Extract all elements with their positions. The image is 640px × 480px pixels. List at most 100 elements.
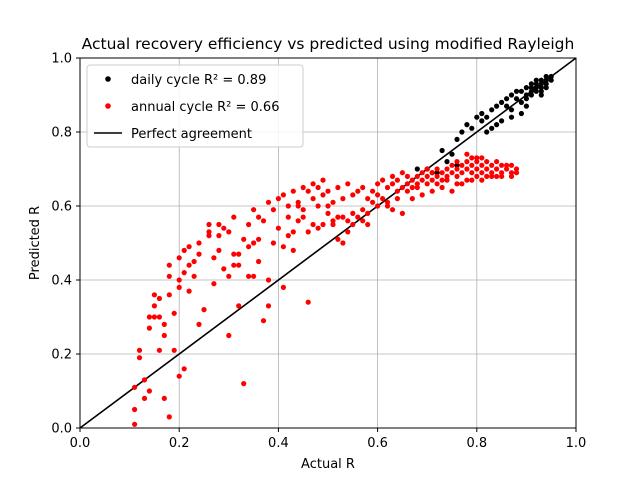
annual-cycle-point	[340, 196, 346, 202]
daily-cycle-point	[533, 88, 539, 94]
daily-cycle-point	[499, 118, 505, 124]
annual-cycle-point	[136, 355, 143, 361]
daily-cycle-point	[533, 81, 539, 87]
annual-cycle-point	[464, 151, 470, 157]
annual-cycle-point	[474, 173, 480, 179]
annual-cycle-point	[166, 414, 172, 420]
annual-cycle-point	[310, 181, 316, 187]
daily-cycle-point	[538, 81, 544, 87]
daily-cycle-point	[508, 114, 515, 120]
annual-cycle-point	[330, 221, 336, 228]
annual-cycle-point	[389, 207, 396, 213]
annual-cycle-point	[489, 162, 495, 168]
annual-cycle-point	[399, 184, 405, 191]
annual-cycle-point	[365, 221, 371, 228]
daily-cycle-point	[444, 159, 450, 165]
x-tick-label: 1.0	[566, 436, 587, 451]
annual-cycle-point	[300, 214, 306, 220]
daily-cycle-point	[538, 88, 544, 94]
annual-cycle-point	[370, 188, 376, 194]
annual-cycle-point	[340, 214, 346, 220]
annual-cycle-point	[151, 292, 157, 298]
y-tick-label: 0.8	[51, 126, 72, 141]
annual-cycle-point	[216, 233, 222, 239]
annual-cycle-point	[305, 188, 311, 194]
perfect-agreement-line	[79, 57, 577, 429]
annual-cycle-point	[454, 166, 460, 172]
x-tick-label: 0.8	[466, 436, 487, 451]
annual-cycle-point	[280, 284, 286, 290]
annual-cycle-point	[191, 273, 197, 279]
annual-cycle-point	[429, 170, 435, 176]
annual-cycle-point	[186, 288, 192, 294]
annual-cycle-point	[484, 159, 490, 165]
axis-ticks: 0.0 0.2 0.4 0.6 0.8 1.0 0.0 0.2 0.4 0.6 0.8 1.0	[51, 52, 586, 452]
annual-cycle-point	[270, 240, 276, 246]
daily-cycle-point	[548, 73, 554, 80]
annual-cycle-point	[241, 381, 247, 387]
annual-cycle-point	[499, 162, 505, 168]
daily-cycle-point	[484, 114, 490, 120]
annual-cycle-point	[494, 166, 500, 172]
annual-cycle-point	[409, 196, 415, 202]
legend-marker-daily	[105, 76, 111, 82]
annual-cycle-point	[335, 236, 341, 242]
annual-cycle-point	[394, 196, 400, 202]
annual-cycle-point	[404, 188, 410, 194]
annual-cycle-point	[469, 162, 475, 168]
annual-cycle-point	[146, 325, 152, 331]
y-axis-label: Predicted R	[28, 206, 43, 280]
annual-cycle-point	[141, 377, 148, 383]
annual-cycle-point	[236, 262, 242, 268]
annual-cycle-point	[315, 225, 321, 231]
legend-label-perfect: Perfect agreement	[131, 127, 252, 142]
annual-cycle-point	[424, 181, 430, 187]
annual-cycle-point	[132, 406, 138, 413]
annual-cycle-point	[325, 210, 331, 216]
annual-cycle-point	[246, 244, 252, 250]
annual-cycle-point	[176, 277, 182, 283]
annual-cycle-point	[171, 310, 177, 316]
daily-cycle-point	[454, 136, 460, 142]
annual-cycle-point	[389, 181, 396, 187]
annual-cycle-point	[499, 170, 505, 176]
annual-cycle-point	[256, 214, 262, 220]
annual-cycle-point	[231, 214, 237, 220]
annual-cycle-point	[196, 240, 202, 246]
annual-cycle-point	[414, 173, 420, 179]
annual-cycle-point	[206, 221, 212, 228]
daily-cycle-point	[479, 110, 485, 117]
annual-cycle-point	[469, 155, 475, 161]
annual-cycle-point	[156, 314, 162, 320]
annual-cycle-point	[513, 170, 520, 176]
annual-cycle-point	[166, 262, 172, 268]
daily-cycle-point	[533, 85, 539, 91]
daily-cycle-point	[538, 77, 544, 83]
annual-cycle-point	[504, 162, 510, 168]
annual-cycle-point	[280, 192, 286, 198]
annual-cycle-point	[231, 251, 237, 257]
annual-cycle-point	[241, 236, 247, 242]
annual-cycle-point	[355, 214, 361, 220]
annual-cycle-point	[345, 218, 351, 224]
annual-cycle-point	[176, 373, 182, 379]
annual-cycle-point	[201, 307, 207, 313]
annual-cycle-point	[479, 170, 485, 176]
annual-cycle-point	[365, 196, 371, 202]
annual-cycle-point	[424, 173, 430, 179]
annual-cycle-point	[236, 303, 242, 309]
annual-cycle-point	[256, 236, 262, 242]
annual-cycle-point	[260, 318, 267, 324]
annual-cycle-point	[181, 247, 187, 253]
daily-cycle-point	[489, 107, 495, 113]
annual-cycle-point	[345, 181, 351, 187]
daily-cycle-point	[474, 114, 480, 120]
annual-cycle-point	[513, 166, 520, 172]
annual-cycle-point	[504, 166, 510, 172]
annual-cycle-point	[429, 177, 435, 183]
annual-cycle-point	[464, 159, 470, 165]
daily-cycle-point	[499, 99, 505, 105]
annual-cycle-point	[265, 303, 272, 309]
reference-line-layer	[79, 57, 577, 429]
annual-cycle-point	[370, 199, 376, 205]
